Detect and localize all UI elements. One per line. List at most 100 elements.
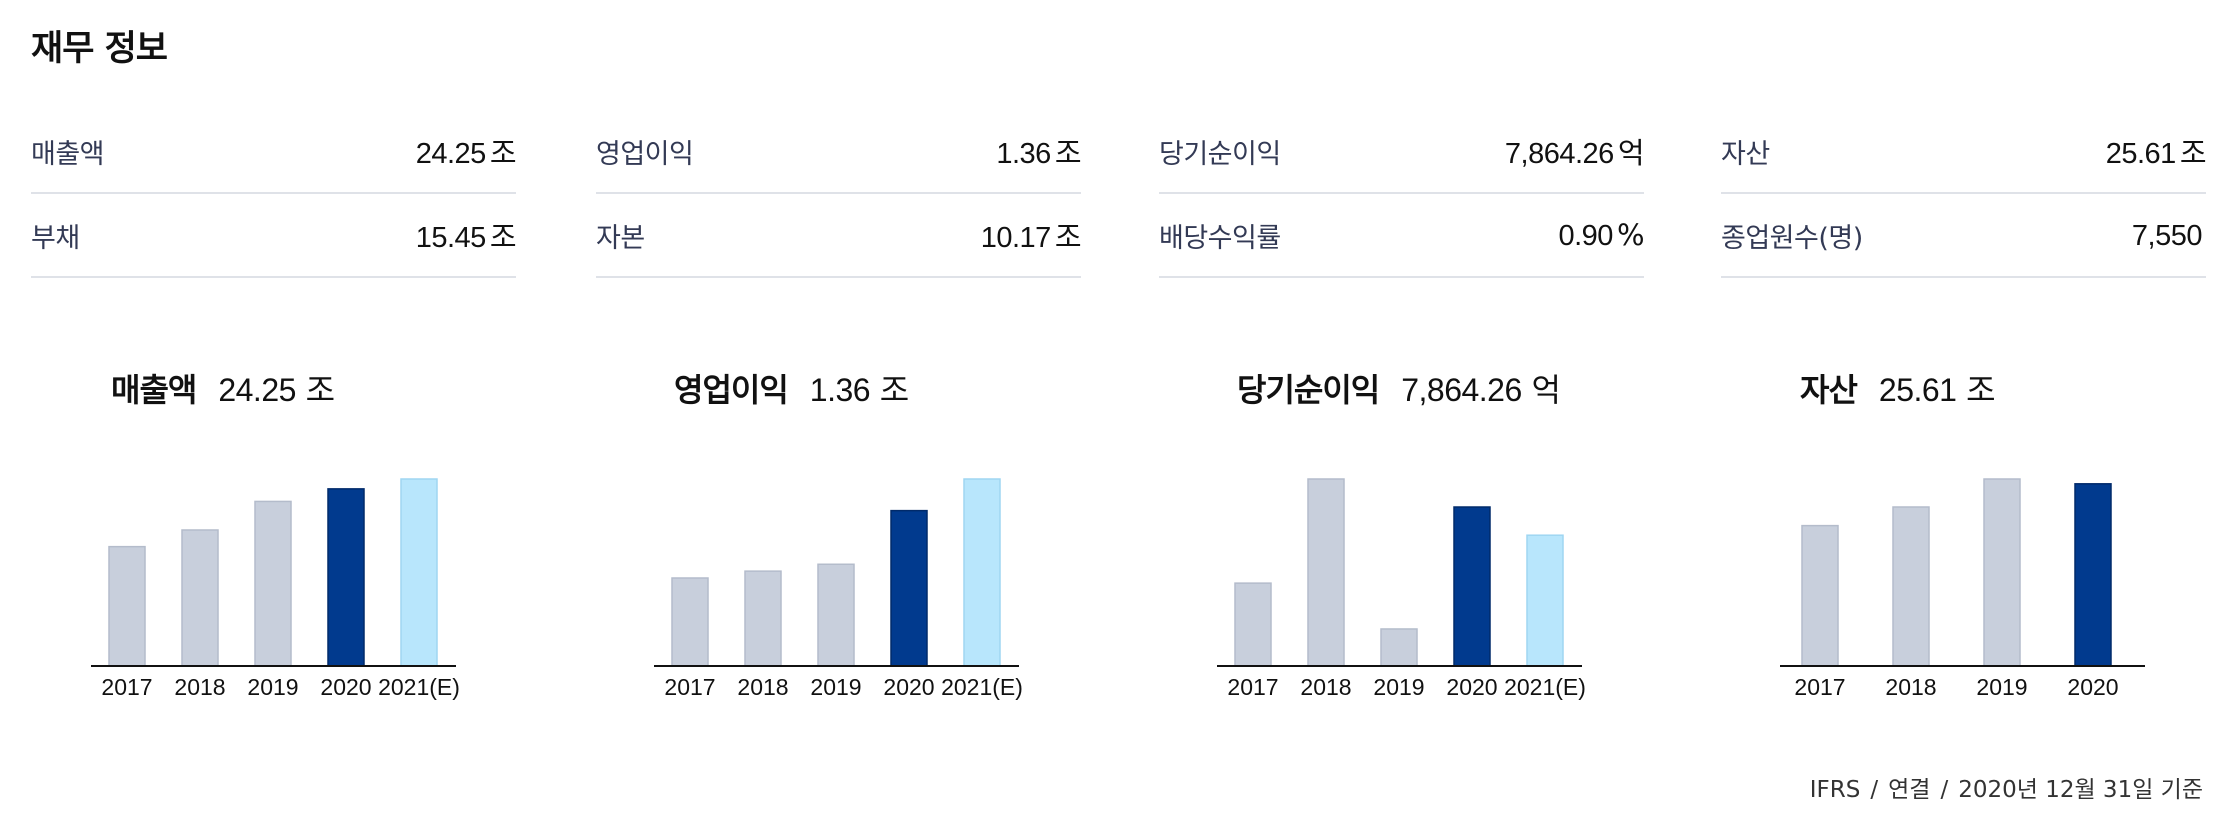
- stat-unit: 조: [1054, 220, 1082, 254]
- bar-chart-operating-profit: 2017 2018 2019 2020 2021(E): [654, 478, 1023, 700]
- bar-2019: [1983, 478, 2021, 667]
- stat-value: 7,550: [2132, 218, 2206, 253]
- page-title: 재무 정보: [31, 29, 168, 69]
- x-tick-label: 2018: [737, 674, 788, 700]
- x-tick-label: 2018: [1885, 674, 1936, 700]
- bar-2019: [817, 563, 855, 667]
- chart-value-number: 25.61: [1878, 372, 1957, 408]
- footnote-date: 2020년 12월 31일 기준: [1958, 777, 2203, 803]
- x-tick-label: 2018: [1300, 674, 1351, 700]
- x-tick-label: 2020: [320, 674, 371, 700]
- chart-header: 자산 25.61 조: [1800, 365, 1996, 411]
- stat-label: 자산: [1721, 138, 1770, 170]
- stat-number: 25.61: [2105, 138, 2177, 170]
- x-tick-label: 2021(E): [1504, 674, 1586, 700]
- stat-label: 배당수익률: [1159, 222, 1281, 254]
- chart-value-number: 1.36: [809, 372, 871, 408]
- bar-2020: [2074, 483, 2112, 667]
- stat-row-assets: 자산 25.61 조: [1721, 110, 2207, 194]
- stat-number: 1.36: [996, 138, 1051, 170]
- bar-2017: [1234, 582, 1272, 667]
- chart-panel-net-income: 당기순이익 7,864.26 억 2017 2018 2019 2020 2021(E): [1217, 355, 1617, 715]
- bar-2021e: [1526, 534, 1564, 667]
- stat-row-liabilities: 부채 15.45 조: [31, 194, 517, 278]
- bar-2019: [1380, 628, 1418, 667]
- stat-value: 24.25 조: [415, 130, 517, 172]
- x-tick-label: 2017: [664, 674, 715, 700]
- stat-value: 0.90%: [1558, 218, 1644, 253]
- stat-number: 24.25: [415, 138, 487, 170]
- x-tick-label: 2020: [883, 674, 934, 700]
- x-tick-label: 2017: [101, 674, 152, 700]
- bar-2021e: [400, 478, 438, 667]
- chart-value: 25.61 조: [1878, 371, 1996, 409]
- stat-row-operating-profit: 영업이익 1.36 조: [596, 110, 1082, 194]
- bar-2020: [890, 509, 928, 667]
- bar-2018: [181, 529, 219, 667]
- chart-value: 24.25 조: [218, 371, 335, 409]
- bar-chart-assets: 2017 2018 2019 2020: [1780, 478, 2145, 700]
- stat-row-employees: 종업원수(명) 7,550: [1721, 194, 2206, 278]
- chart-title: 매출액: [111, 371, 197, 409]
- stat-row-capital: 자본 10.17 조: [596, 194, 1082, 278]
- x-tick-label: 2019: [1373, 674, 1424, 700]
- bar-chart-net-income: 2017 2018 2019 2020 2021(E): [1217, 478, 1586, 700]
- stat-row-dividend-yield: 배당수익률 0.90%: [1159, 194, 1645, 278]
- stat-column: 당기순이익 7,864.26 억 배당수익률 0.90%: [1159, 110, 1645, 278]
- chart-value-unit: 조: [879, 371, 909, 409]
- bar-chart-revenue: 2017 2018 2019 2020 2021(E): [91, 478, 460, 700]
- chart-title: 당기순이익: [1237, 371, 1380, 409]
- stat-value: 7,864.26 억: [1504, 130, 1645, 172]
- stat-unit: 조: [1054, 136, 1082, 170]
- chart-header: 영업이익 1.36 조: [674, 365, 909, 411]
- stat-label: 종업원수(명): [1721, 222, 1863, 254]
- bar-2018: [1307, 478, 1345, 667]
- chart-value-unit: 억: [1531, 371, 1561, 409]
- stat-value: 1.36 조: [996, 130, 1081, 172]
- x-tick-label: 2019: [247, 674, 298, 700]
- bar-2018: [744, 570, 782, 667]
- stat-number: 0.90: [1558, 219, 1613, 252]
- x-tick-label: 2019: [1976, 674, 2027, 700]
- stat-unit: 조: [489, 220, 517, 254]
- chart-header: 당기순이익 7,864.26 억: [1237, 365, 1561, 411]
- stat-unit: 조: [489, 136, 517, 170]
- x-tick-label: 2019: [810, 674, 861, 700]
- stat-value: 25.61 조: [2105, 130, 2207, 172]
- footnote-standard: IFRS: [1809, 777, 1861, 803]
- stat-label: 자본: [596, 222, 645, 254]
- stat-row-net-income: 당기순이익 7,864.26 억: [1159, 110, 1645, 194]
- chart-value: 7,864.26 억: [1401, 371, 1561, 409]
- x-tick-label: 2020: [2067, 674, 2118, 700]
- chart-panel-operating-profit: 영업이익 1.36 조 2017 2018 2019 2020 2021(E): [654, 355, 1054, 715]
- stat-value: 10.17 조: [980, 214, 1082, 256]
- x-tick-label: 2020: [1446, 674, 1497, 700]
- footnote: IFRS / 연결 / 2020년 12월 31일 기준: [1810, 770, 2203, 804]
- x-tick-label: 2017: [1794, 674, 1845, 700]
- bar-2021e: [963, 478, 1001, 667]
- chart-value-unit: 조: [305, 371, 335, 409]
- chart-panel-assets: 자산 25.61 조 2017 2018 2019 2020: [1780, 355, 2180, 715]
- stat-number: 7,550: [2131, 219, 2203, 252]
- bar-2017: [108, 545, 146, 667]
- stat-number: 10.17: [980, 222, 1052, 254]
- stat-unit: 조: [2179, 136, 2207, 170]
- stat-column: 자산 25.61 조 종업원수(명) 7,550: [1721, 110, 2207, 278]
- x-tick-label: 2021(E): [378, 674, 460, 700]
- stat-number: 15.45: [415, 222, 487, 254]
- stat-unit: %: [1616, 217, 1645, 252]
- stat-label: 부채: [31, 222, 80, 254]
- chart-panel-revenue: 매출액 24.25 조 2017 2018 2019 2020 2021(E): [91, 355, 491, 715]
- stat-column: 영업이익 1.36 조 자본 10.17 조: [596, 110, 1082, 278]
- chart-value-number: 7,864.26: [1401, 372, 1522, 408]
- stat-column: 매출액 24.25 조 부채 15.45 조: [31, 110, 517, 278]
- chart-title: 영업이익: [674, 371, 789, 409]
- chart-value: 1.36 조: [810, 371, 909, 409]
- stat-label: 매출액: [31, 138, 105, 170]
- stat-number: 7,864.26: [1504, 138, 1614, 170]
- x-tick-label: 2017: [1227, 674, 1278, 700]
- bar-2020: [1453, 506, 1491, 667]
- bar-2018: [1892, 506, 1930, 667]
- x-tick-label: 2021(E): [941, 674, 1023, 700]
- bar-2017: [671, 577, 709, 667]
